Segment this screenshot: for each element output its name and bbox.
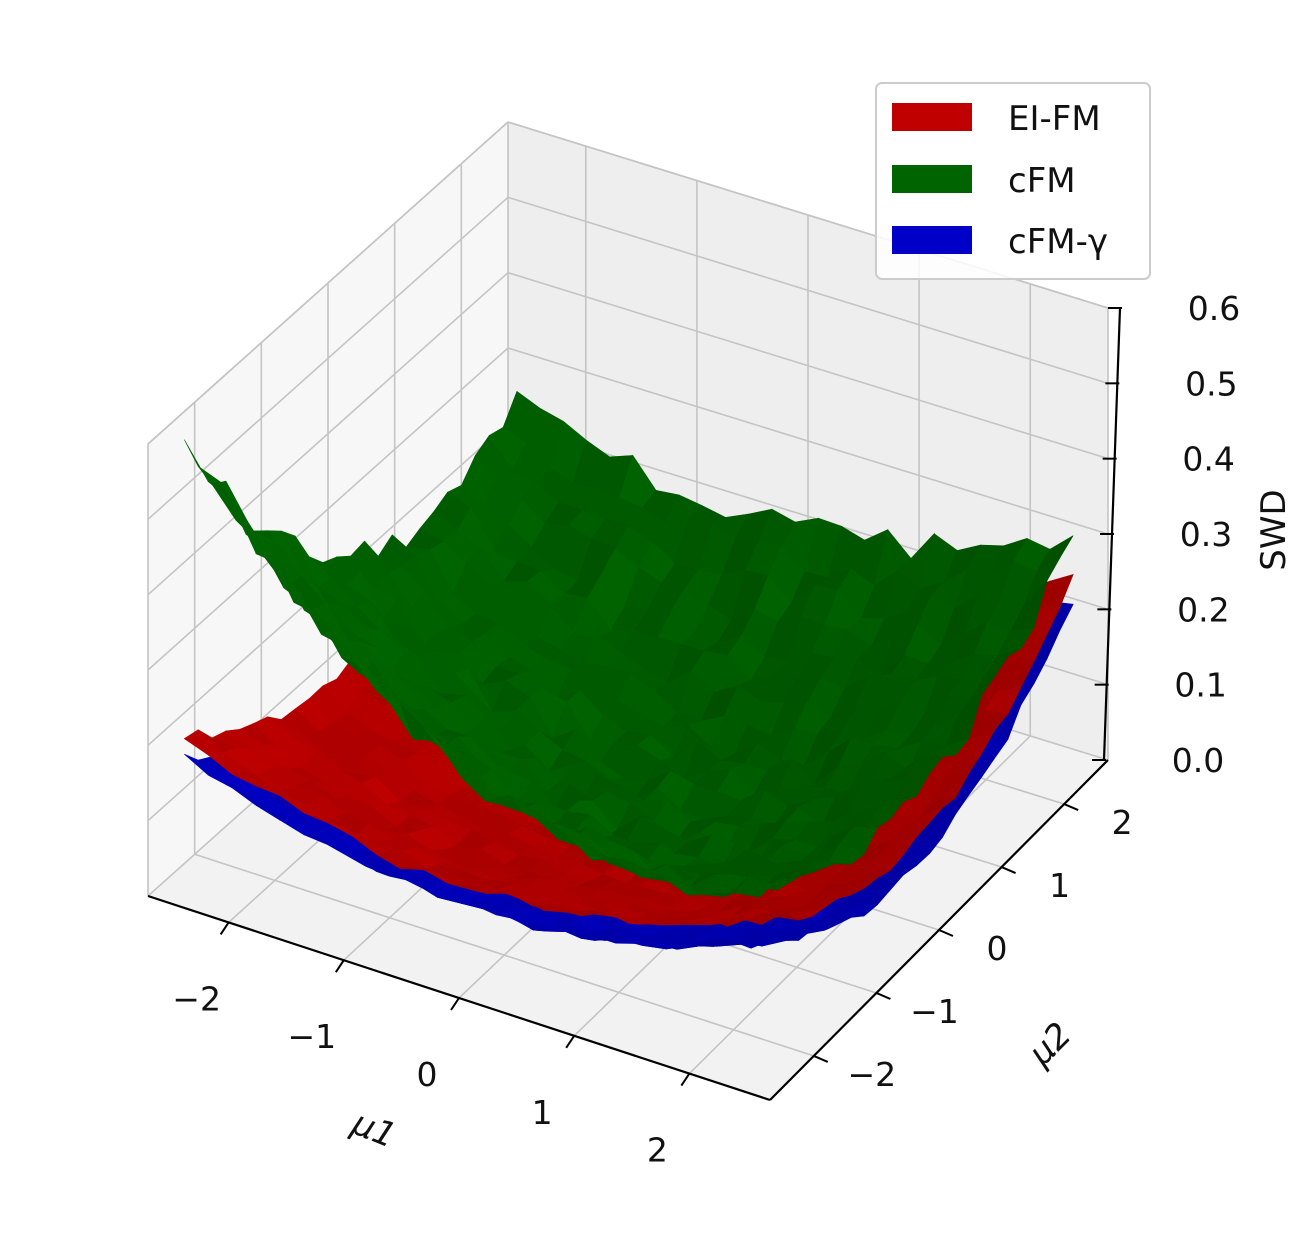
surface-patch: [735, 910, 773, 923]
z-tick-label: 0.3: [1180, 515, 1232, 554]
x-tick-label: 0: [417, 1055, 438, 1094]
y-tick-mark: [938, 929, 954, 937]
y-tick-label: −1: [910, 992, 959, 1031]
surface-patch: [734, 876, 774, 898]
x-tick-label: −2: [172, 979, 221, 1018]
legend-swatch-cfm-gamma: [892, 226, 972, 254]
x-tick-label: −1: [287, 1017, 336, 1056]
z-axis-label: SWD: [1254, 489, 1294, 570]
grid-line-z-left: [147, 272, 509, 596]
z-tick-labels: 0.0 0.1 0.2 0.3 0.4 0.5 0.6: [1172, 289, 1240, 780]
legend-swatch-ei-fm: [892, 103, 972, 131]
z-tick-label: 0.0: [1172, 741, 1224, 780]
x-tick-mark: [219, 921, 230, 935]
y-tick-labels: −2 −1 0 1 2: [847, 803, 1132, 1094]
surfaces: [183, 390, 1074, 950]
x-tick-label: 2: [647, 1131, 668, 1170]
axis-lines: [147, 307, 1122, 1102]
legend-label-cfm: cFM: [1008, 161, 1076, 201]
z-tick-label: 0.6: [1188, 289, 1240, 328]
grid-line-z-left: [147, 347, 509, 671]
y-tick-mark: [1063, 803, 1079, 811]
y-axis-label: μ2: [1020, 1015, 1080, 1075]
legend-label-ei-fm: EI-FM: [1008, 99, 1101, 139]
y-tick-label: 2: [1112, 803, 1133, 842]
grid-line-y-floor: [194, 853, 815, 1057]
y-tick-mark: [876, 992, 891, 1000]
y-tick-label: 1: [1049, 866, 1070, 905]
legend: EI-FM cFM cFM-γ: [875, 82, 1151, 280]
z-tick-label: 0.2: [1177, 590, 1229, 629]
x-tick-mark: [565, 1035, 576, 1049]
y-tick-label: −2: [847, 1055, 896, 1094]
surface-cfm: [184, 390, 1074, 898]
x-tick-mark: [680, 1073, 691, 1087]
grid-line-z-left: [147, 196, 509, 520]
x-tick-label: 1: [532, 1093, 553, 1132]
z-tick-label: 0.4: [1182, 440, 1234, 479]
z-tick-label: 0.1: [1174, 666, 1226, 705]
x-tick-labels: −2 −1 0 1 2: [172, 979, 668, 1169]
y-tick-mark: [813, 1055, 829, 1063]
z-tick-label: 0.5: [1185, 364, 1237, 403]
pane-edge: [147, 121, 509, 445]
surface-patch: [734, 931, 774, 944]
legend-label-cfm-gamma: cFM-γ: [1008, 222, 1108, 262]
x-tick-mark: [334, 959, 345, 973]
legend-swatch-cfm: [892, 165, 972, 193]
y-tick-label: 0: [987, 929, 1008, 968]
x-tick-mark: [450, 997, 460, 1011]
grid-line-z-back: [507, 347, 1109, 535]
x-axis-label: μ1: [346, 1103, 402, 1157]
grid-line-z-back: [507, 271, 1109, 460]
y-tick-mark: [1001, 866, 1016, 874]
grid-line-z-back: [507, 196, 1109, 385]
